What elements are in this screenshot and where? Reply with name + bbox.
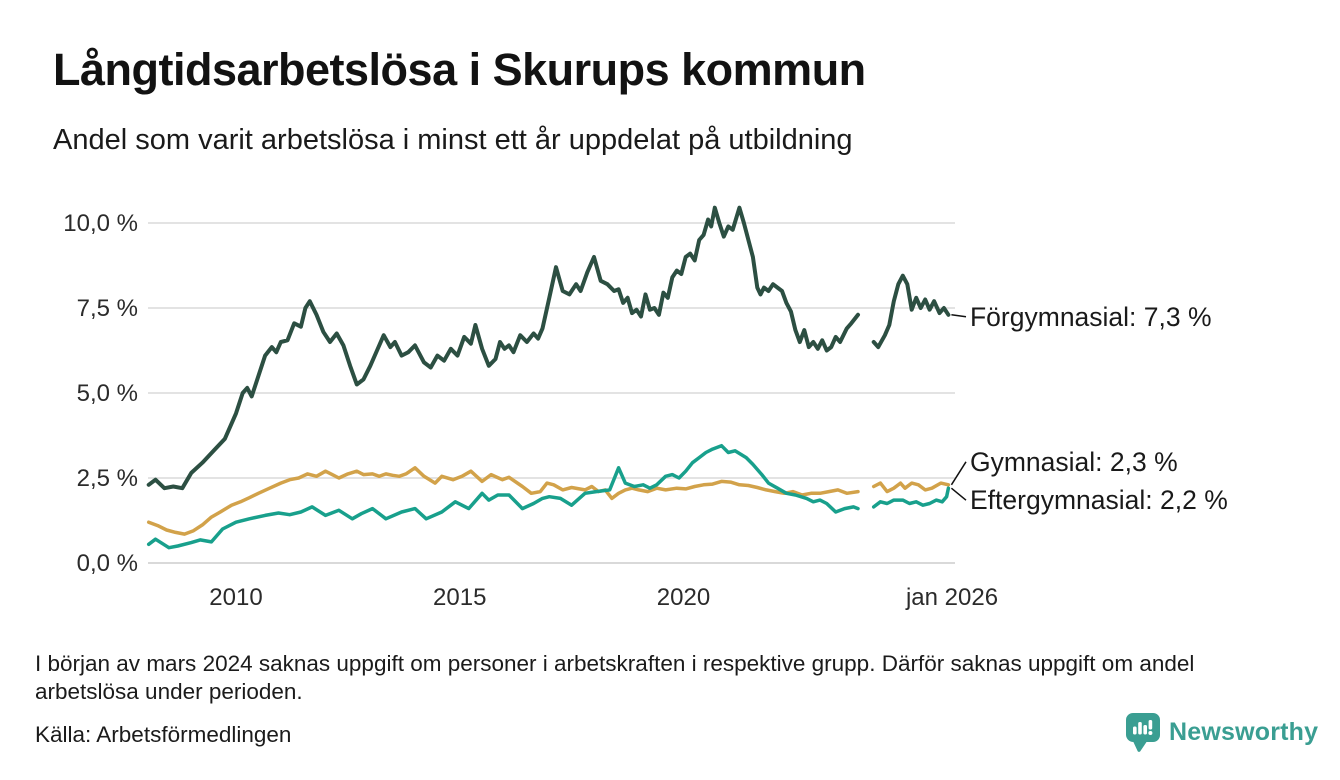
- footnote: I början av mars 2024 saknas uppgift om …: [35, 651, 1195, 705]
- series-end-label-eftergymnasial: Eftergymnasial: 2,2 %: [970, 485, 1228, 515]
- series-line-gymnasial: [871, 481, 951, 494]
- x-axis-tick-label: jan 2026: [905, 584, 998, 611]
- y-axis-tick-label: 10,0 %: [63, 210, 138, 237]
- x-axis-tick-label: 2010: [209, 584, 262, 611]
- page-subtitle: Andel som varit arbetslösa i minst ett å…: [53, 124, 853, 156]
- y-axis-tick-label: 5,0 %: [77, 380, 138, 407]
- series-line-gymnasial: [146, 466, 860, 536]
- line-chart: 0,0 % 2,5 % 5,0 % 7,5 % 10,0 % 2010 2015 2020 ja…: [63, 205, 1228, 611]
- series-end-label-förgymnasial: Förgymnasial: 7,3 %: [970, 302, 1212, 332]
- y-axis-tick-label: 2,5 %: [77, 465, 138, 492]
- series-line-eftergymnasial: [871, 486, 951, 509]
- bar-chart-speech-bubble-icon: [1126, 713, 1160, 752]
- series-end-label-gymnasial: Gymnasial: 2,3 %: [970, 447, 1178, 477]
- series-line-förgymnasial: [871, 273, 951, 350]
- series-line-förgymnasial: [146, 205, 860, 491]
- page-title: Långtidsarbetslösa i Skurups kommun: [53, 44, 866, 95]
- source-credit: Källa: Arbetsförmedlingen: [35, 722, 292, 747]
- x-axis-tick-label: 2020: [657, 584, 710, 611]
- x-axis-tick-label: 2015: [433, 584, 486, 611]
- annotation-connector-eftergymnasial: [950, 487, 967, 501]
- annotation-connector-gymnasial: [950, 461, 967, 486]
- series-line-eftergymnasial: [146, 443, 860, 550]
- y-axis-tick-label: 0,0 %: [77, 550, 138, 577]
- y-axis-tick-label: 7,5 %: [77, 295, 138, 322]
- branding: Newsworthy: [1126, 713, 1318, 752]
- brand-name: Newsworthy: [1169, 718, 1319, 746]
- annotation-connector-förgymnasial: [951, 314, 967, 318]
